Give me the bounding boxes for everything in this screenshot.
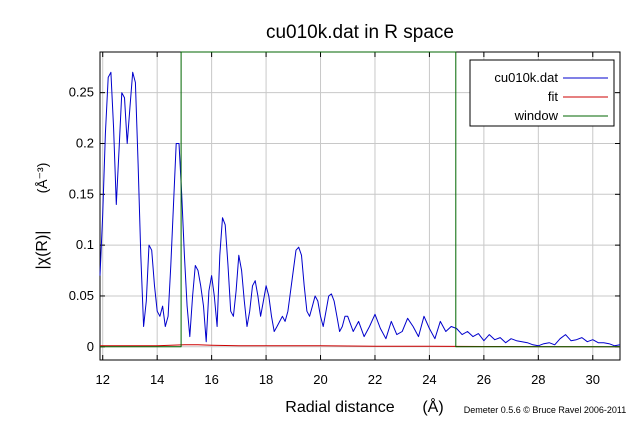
- x-tick-label: 26: [477, 372, 491, 387]
- y-axis-unit: (Å⁻³): [34, 163, 50, 194]
- y-tick-label: 0.05: [69, 288, 94, 303]
- x-tick-label: 20: [313, 372, 327, 387]
- legend-label-1: fit: [548, 89, 559, 104]
- legend-box: [469, 59, 615, 127]
- y-tick-label: 0.2: [76, 135, 94, 150]
- y-axis-label: |χ(R)|: [34, 231, 51, 270]
- x-tick-label: 14: [150, 372, 164, 387]
- x-axis-unit: (Å): [422, 397, 443, 416]
- y-tick-label: 0.25: [69, 85, 94, 100]
- y-tick-label: 0.15: [69, 186, 94, 201]
- x-tick-label: 18: [259, 372, 273, 387]
- x-tick-label: 12: [95, 372, 109, 387]
- x-tick-label: 28: [531, 372, 545, 387]
- chart-title: cu010k.dat in R space: [266, 22, 454, 43]
- legend-label-2: window: [514, 108, 559, 123]
- x-tick-label: 22: [368, 372, 382, 387]
- series-line-0: [99, 71, 621, 347]
- axis-ticks: 12 14 16 18 20 22 24 26 28 30 0 0.05 0.1 0.15 0.2 0.25: [69, 52, 620, 387]
- x-tick-label: 30: [586, 372, 600, 387]
- legend-label-0: cu010k.dat: [494, 70, 558, 85]
- x-tick-label: 24: [422, 372, 436, 387]
- series-line-2: [100, 51, 620, 348]
- x-axis-label: Radial distance: [285, 399, 395, 416]
- credit-text: Demeter 0.5.6 © Bruce Ravel 2006-2011: [464, 405, 627, 415]
- y-axis-label-group: |χ(R)| (Å⁻³): [34, 163, 51, 270]
- y-tick-label: 0: [87, 339, 94, 354]
- y-tick-label: 0.1: [76, 237, 94, 252]
- legend: cu010k.dat fit window: [469, 59, 615, 127]
- x-tick-label: 16: [204, 372, 218, 387]
- series-group: [99, 51, 621, 348]
